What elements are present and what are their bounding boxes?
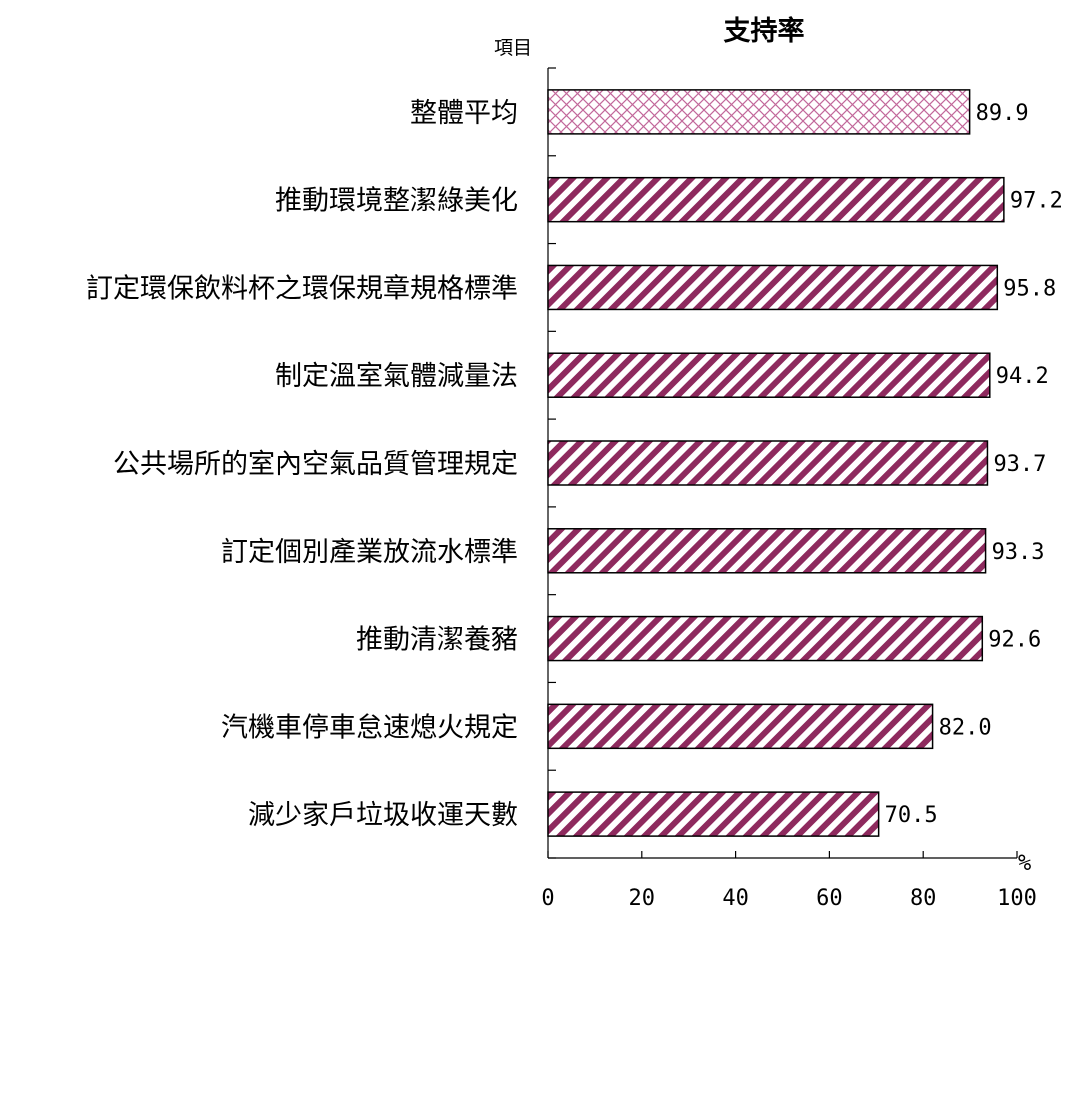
bar — [547, 352, 991, 398]
y-axis-label: 項目 — [494, 37, 532, 59]
category-label: 推動清潔養豬 — [356, 625, 518, 656]
value-label: 92.6 — [988, 628, 1041, 653]
category-label: 公共場所的室內空氣品質管理規定 — [113, 449, 518, 480]
category-label: 訂定環保飲料杯之環保規章規格標準 — [86, 273, 518, 304]
category-label: 制定溫室氣體減量法 — [275, 361, 518, 392]
bar — [547, 176, 1005, 223]
category-label: 推動環境整潔綠美化 — [275, 186, 518, 217]
x-tick-label: 0 — [541, 886, 554, 911]
bar — [547, 89, 971, 135]
value-labels: 89.9 97.2 95.8 94.2 93.7 93.3 92.6 82.0 70.5 — [885, 101, 1063, 828]
value-label: 94.2 — [996, 364, 1049, 389]
x-tick-label: 60 — [816, 886, 843, 911]
bar — [547, 264, 999, 311]
value-label: 95.8 — [1003, 276, 1056, 301]
chart-title: 支持率 — [724, 15, 805, 47]
x-tick-label: 100 — [997, 886, 1037, 911]
x-tick-labels: 0 20 40 60 80 100 — [541, 886, 1037, 911]
chart-bars — [547, 89, 1005, 837]
value-label: 93.3 — [992, 540, 1045, 565]
x-tick-label: 40 — [722, 886, 749, 911]
bar — [547, 791, 880, 837]
bar — [547, 703, 934, 750]
category-label: 訂定個別產業放流水標準 — [221, 537, 518, 568]
category-label: 整體平均 — [410, 98, 518, 129]
bar — [547, 440, 989, 486]
value-label: 97.2 — [1010, 189, 1063, 214]
category-label: 汽機車停車怠速熄火規定 — [221, 712, 518, 743]
value-label: 82.0 — [939, 715, 992, 740]
x-tick-label: 80 — [910, 886, 937, 911]
category-label: 減少家戶垃圾收運天數 — [248, 800, 518, 831]
value-label: 70.5 — [885, 803, 938, 828]
x-axis-unit: % — [1018, 851, 1031, 876]
value-label: 93.7 — [993, 452, 1046, 477]
value-label: 89.9 — [976, 101, 1029, 126]
category-labels: 整體平均推動環境整潔綠美化訂定環保飲料杯之環保規章規格標準制定溫室氣體減量法公共… — [86, 98, 518, 831]
bar — [547, 528, 987, 574]
bar — [547, 615, 984, 662]
x-tick-label: 20 — [629, 886, 656, 911]
